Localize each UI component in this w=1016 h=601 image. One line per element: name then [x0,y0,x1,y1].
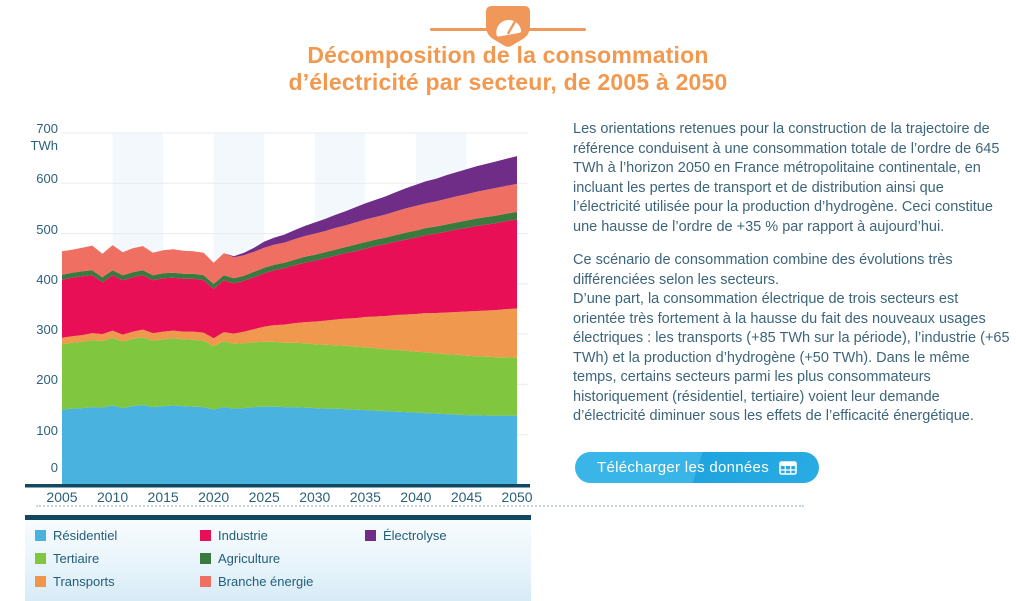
table-grid-icon [779,460,797,475]
legend-swatch [200,529,211,541]
legend-label: Agriculture [218,550,281,566]
legend-label: Transports [53,573,115,589]
y-tick-label: 300 [36,322,58,338]
description-text: Les orientations retenues pour la constr… [573,120,1010,427]
x-tick-label: 2050 [501,489,533,505]
paragraph-1: Les orientations retenues pour la constr… [573,121,1000,235]
x-tick-label: 2015 [147,489,179,505]
y-tick-label: 500 [36,221,58,237]
legend-swatch [200,575,211,587]
legend-label: Branche énergie [218,573,314,589]
area-Transports [62,308,517,358]
area-Tertiaire [62,337,517,416]
paragraph-3: D’une part, la consommation électrique d… [573,291,1010,424]
x-tick-label: 2035 [349,489,381,505]
y-tick-label: 100 [36,422,58,438]
legend-item-Tertiaire[interactable]: Tertiaire [35,550,117,566]
area-Industrie [62,219,517,339]
x-tick-label: 2030 [299,489,331,505]
legend-column: Résidentiel Tertiaire Transports [35,527,117,596]
legend-item-Agriculture[interactable]: Agriculture [200,550,313,566]
legend-item-Branche énergie[interactable]: Branche énergie [200,573,313,589]
legend-item-Industrie[interactable]: Industrie [200,527,313,543]
y-tick-label: 400 [36,271,58,287]
consumption-stacked-area-chart[interactable] [0,120,540,520]
chart-footer-bar [25,515,531,520]
legend-column: Électrolyse [365,527,447,550]
legend-label: Tertiaire [53,550,100,566]
legend-item-Électrolyse[interactable]: Électrolyse [365,527,447,543]
y-tick-label: 200 [36,372,58,388]
paragraph-2: Ce scénario de consommation combine des … [573,252,953,288]
legend-swatch [35,529,46,541]
y-tick-label: 700 [36,121,58,136]
area-Branche énergie [62,183,517,284]
x-tick-label: 2045 [450,489,483,505]
download-data-button[interactable]: Télécharger les données [575,452,820,483]
legend-swatch [35,552,46,564]
legend-item-Transports[interactable]: Transports [35,573,117,589]
page-title-line2: d’électricité par secteur, de 2005 à 205… [288,69,728,95]
legend-background [25,520,531,601]
y-axis-unit: TWh [30,138,58,153]
legend-swatch [365,529,376,541]
dotted-separator [36,505,804,507]
y-tick-label: 0 [50,460,58,475]
page-title-line1: Décomposition de la consommation [307,42,709,68]
legend-swatch [35,575,46,587]
legend-label: Industrie [218,527,268,543]
x-tick-label: 2025 [248,489,280,505]
gauge-badge-icon [486,6,530,49]
page-title: Décomposition de la consommation d’élect… [0,42,1016,96]
area-Agriculture [62,211,517,289]
x-axis-line [25,484,530,488]
x-tick-label: 2010 [96,489,129,505]
legend-item-Résidentiel[interactable]: Résidentiel [35,527,117,543]
legend-label: Résidentiel [53,527,118,543]
legend-column: Industrie Agriculture Branche énergie [200,527,313,596]
download-data-label: Télécharger les données [597,459,770,476]
y-tick-label: 600 [36,171,58,187]
legend-label: Électrolyse [383,527,447,543]
x-tick-label: 2005 [46,489,78,505]
area-Résidentiel [62,405,517,485]
x-tick-label: 2040 [400,489,432,505]
legend-swatch [200,552,211,564]
x-tick-label: 2020 [198,489,230,505]
